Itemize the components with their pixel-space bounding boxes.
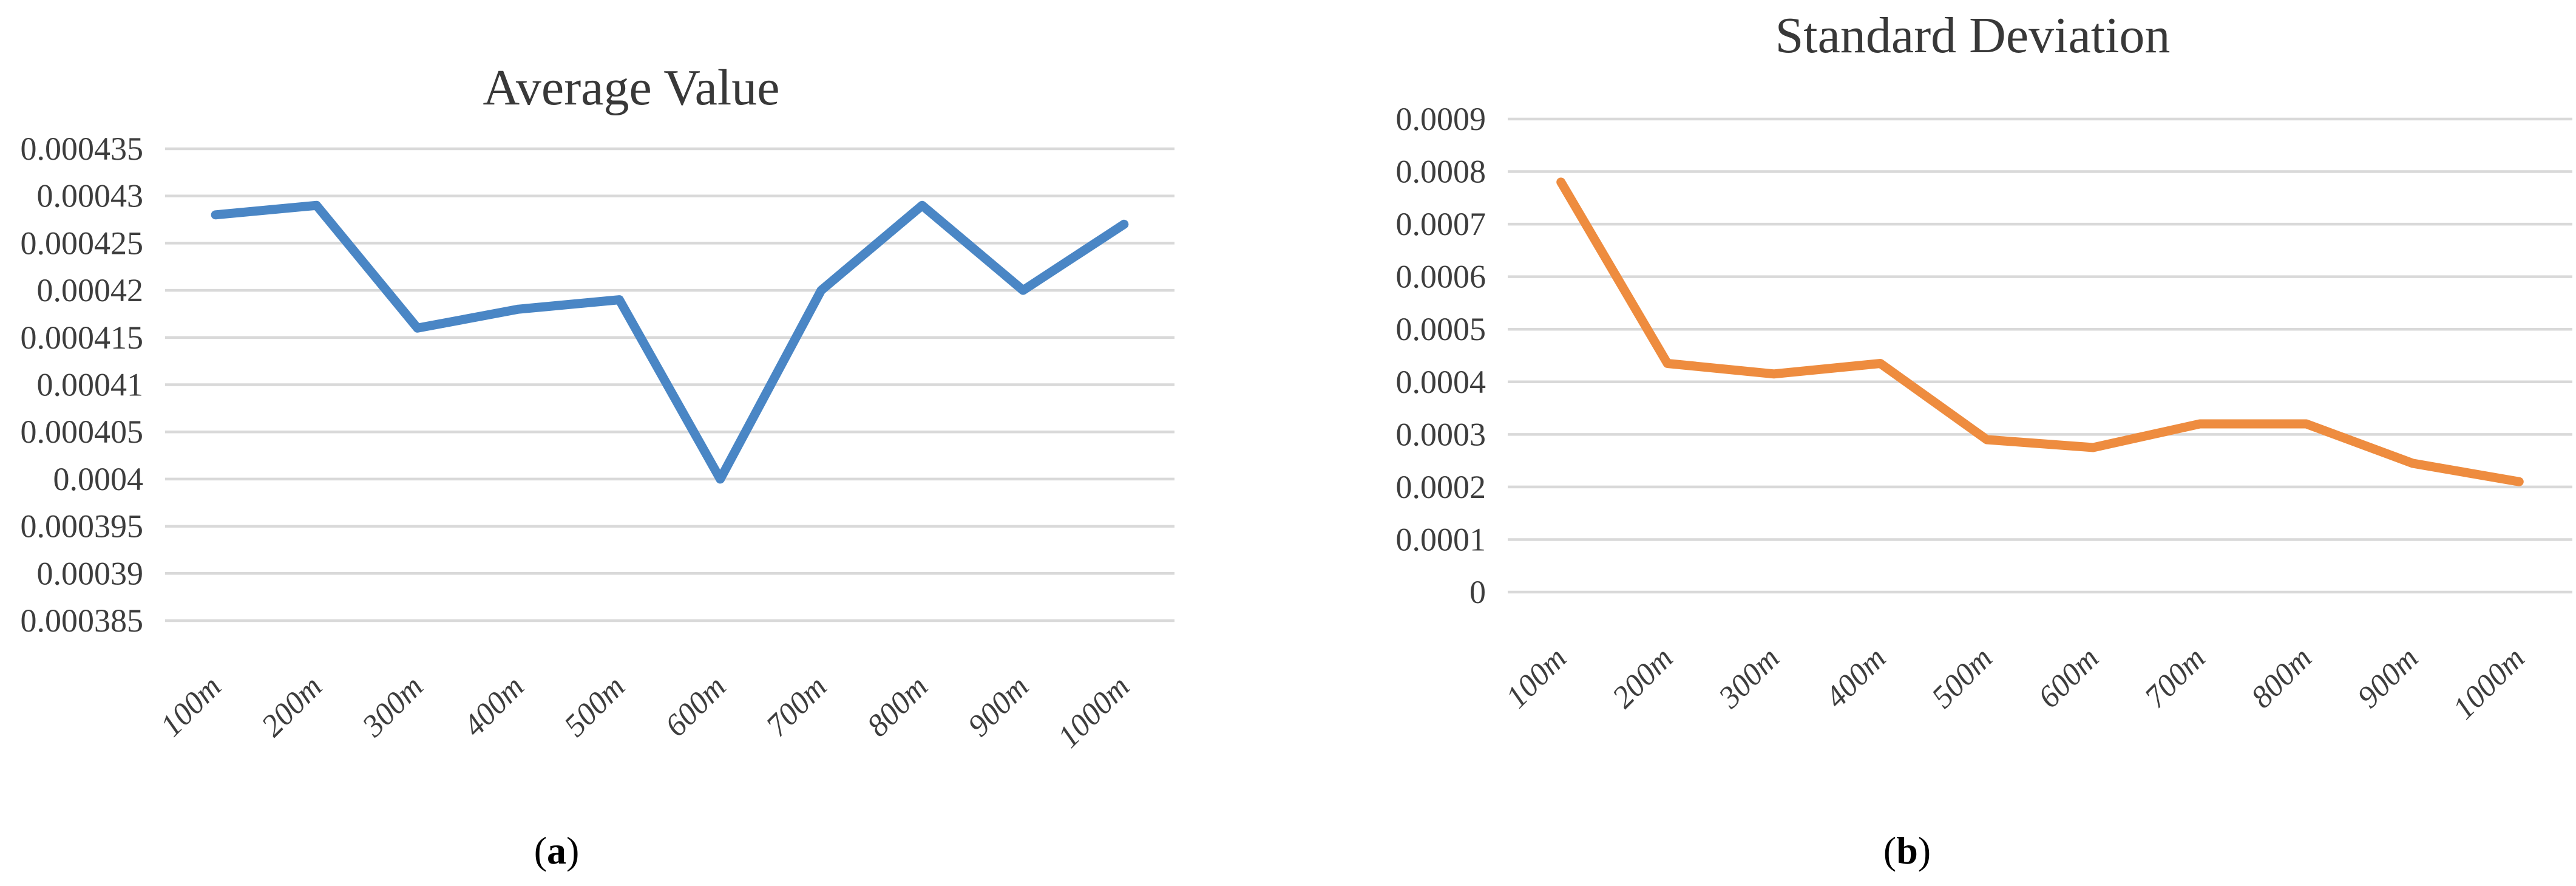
caption-b-close-paren: ) <box>1918 829 1931 872</box>
y-axis-tick-label: 0.0004 <box>1396 364 1486 400</box>
y-axis-tick-label: 0.0005 <box>1396 311 1486 347</box>
x-axis-tick-label: 300m <box>356 669 430 744</box>
y-axis-tick-label: 0.0003 <box>1396 416 1486 452</box>
right-chart-plot: 0.0009 0.0008 0.0007 0.0006 0.0005 0.0004 0.00… <box>1396 101 2572 726</box>
y-axis-tick-label: 0.00041 <box>37 367 144 403</box>
y-axis-tick-label: 0.0007 <box>1396 206 1486 242</box>
x-axis-tick-label: 900m <box>961 669 1035 743</box>
x-axis-tick-label: 400m <box>457 669 531 743</box>
y-axis-tick-label: 0.0004 <box>53 461 144 497</box>
left-chart-plot: 0.000435 0.00043 0.000425 0.00042 0.000415 0.… <box>21 131 1174 755</box>
y-axis-tick-label: 0.00042 <box>37 272 144 308</box>
right-chart-title: Standard Deviation <box>1775 7 2171 64</box>
series-line <box>211 200 1129 484</box>
x-axis-tick-label: 600m <box>659 669 733 743</box>
x-axis-tick-label: 700m <box>2138 641 2212 715</box>
left-chart-title: Average Value <box>483 60 780 116</box>
caption-b-letter: b <box>1896 829 1918 872</box>
y-axis-tick-label: 0.000415 <box>21 319 144 356</box>
caption-b-open-paren: ( <box>1883 829 1896 872</box>
y-axis-tick-label: 0.0008 <box>1396 154 1486 190</box>
y-axis-tick-label: 0.000425 <box>21 225 144 261</box>
x-axis-tick-label: 600m <box>2032 641 2106 715</box>
y-axis-tick-label: 0.0009 <box>1396 101 1486 137</box>
x-axis-tick-label: 300m <box>1712 641 1786 715</box>
y-axis-tick-label: 0.0001 <box>1396 521 1486 557</box>
x-axis-tick-label: 900m <box>2351 641 2425 715</box>
y-axis-tick-label: 0.00039 <box>37 555 144 591</box>
x-axis-tick-label: 200m <box>1606 641 1680 715</box>
y-axis-tick-label: 0.000385 <box>21 602 144 639</box>
x-axis-tick-label: 500m <box>1925 641 1999 715</box>
caption-a-open-paren: ( <box>534 829 547 872</box>
x-axis-tick-label: 400m <box>1818 641 1893 715</box>
caption-a: (a) <box>534 829 580 872</box>
x-axis-tick-label: 100m <box>154 669 228 743</box>
x-axis-tick-label: 800m <box>861 669 935 743</box>
caption-a-close-paren: ) <box>566 829 579 872</box>
series-line <box>1556 177 2524 486</box>
y-axis-tick-label: 0.000435 <box>21 131 144 167</box>
x-axis-tick-label: 500m <box>558 669 632 743</box>
x-axis-tick-label: 200m <box>255 669 329 743</box>
y-axis-tick-label: 0.0002 <box>1396 469 1486 505</box>
x-axis-tick-label: 1000m <box>2446 641 2531 726</box>
y-axis-tick-label: 0.000395 <box>21 508 144 545</box>
y-axis-tick-label: 0.00043 <box>37 178 144 214</box>
x-axis-tick-label: 700m <box>759 669 833 743</box>
x-axis-tick-label: 800m <box>2245 641 2319 715</box>
y-axis-tick-label: 0.0006 <box>1396 259 1486 295</box>
x-axis-tick-label: 1000m <box>1051 669 1136 754</box>
y-axis-tick-label: 0 <box>1469 574 1486 610</box>
caption-b: (b) <box>1883 829 1931 872</box>
caption-a-letter: a <box>547 829 566 872</box>
y-axis-tick-label: 0.000405 <box>21 414 144 450</box>
x-axis-tick-label: 100m <box>1499 641 1573 715</box>
